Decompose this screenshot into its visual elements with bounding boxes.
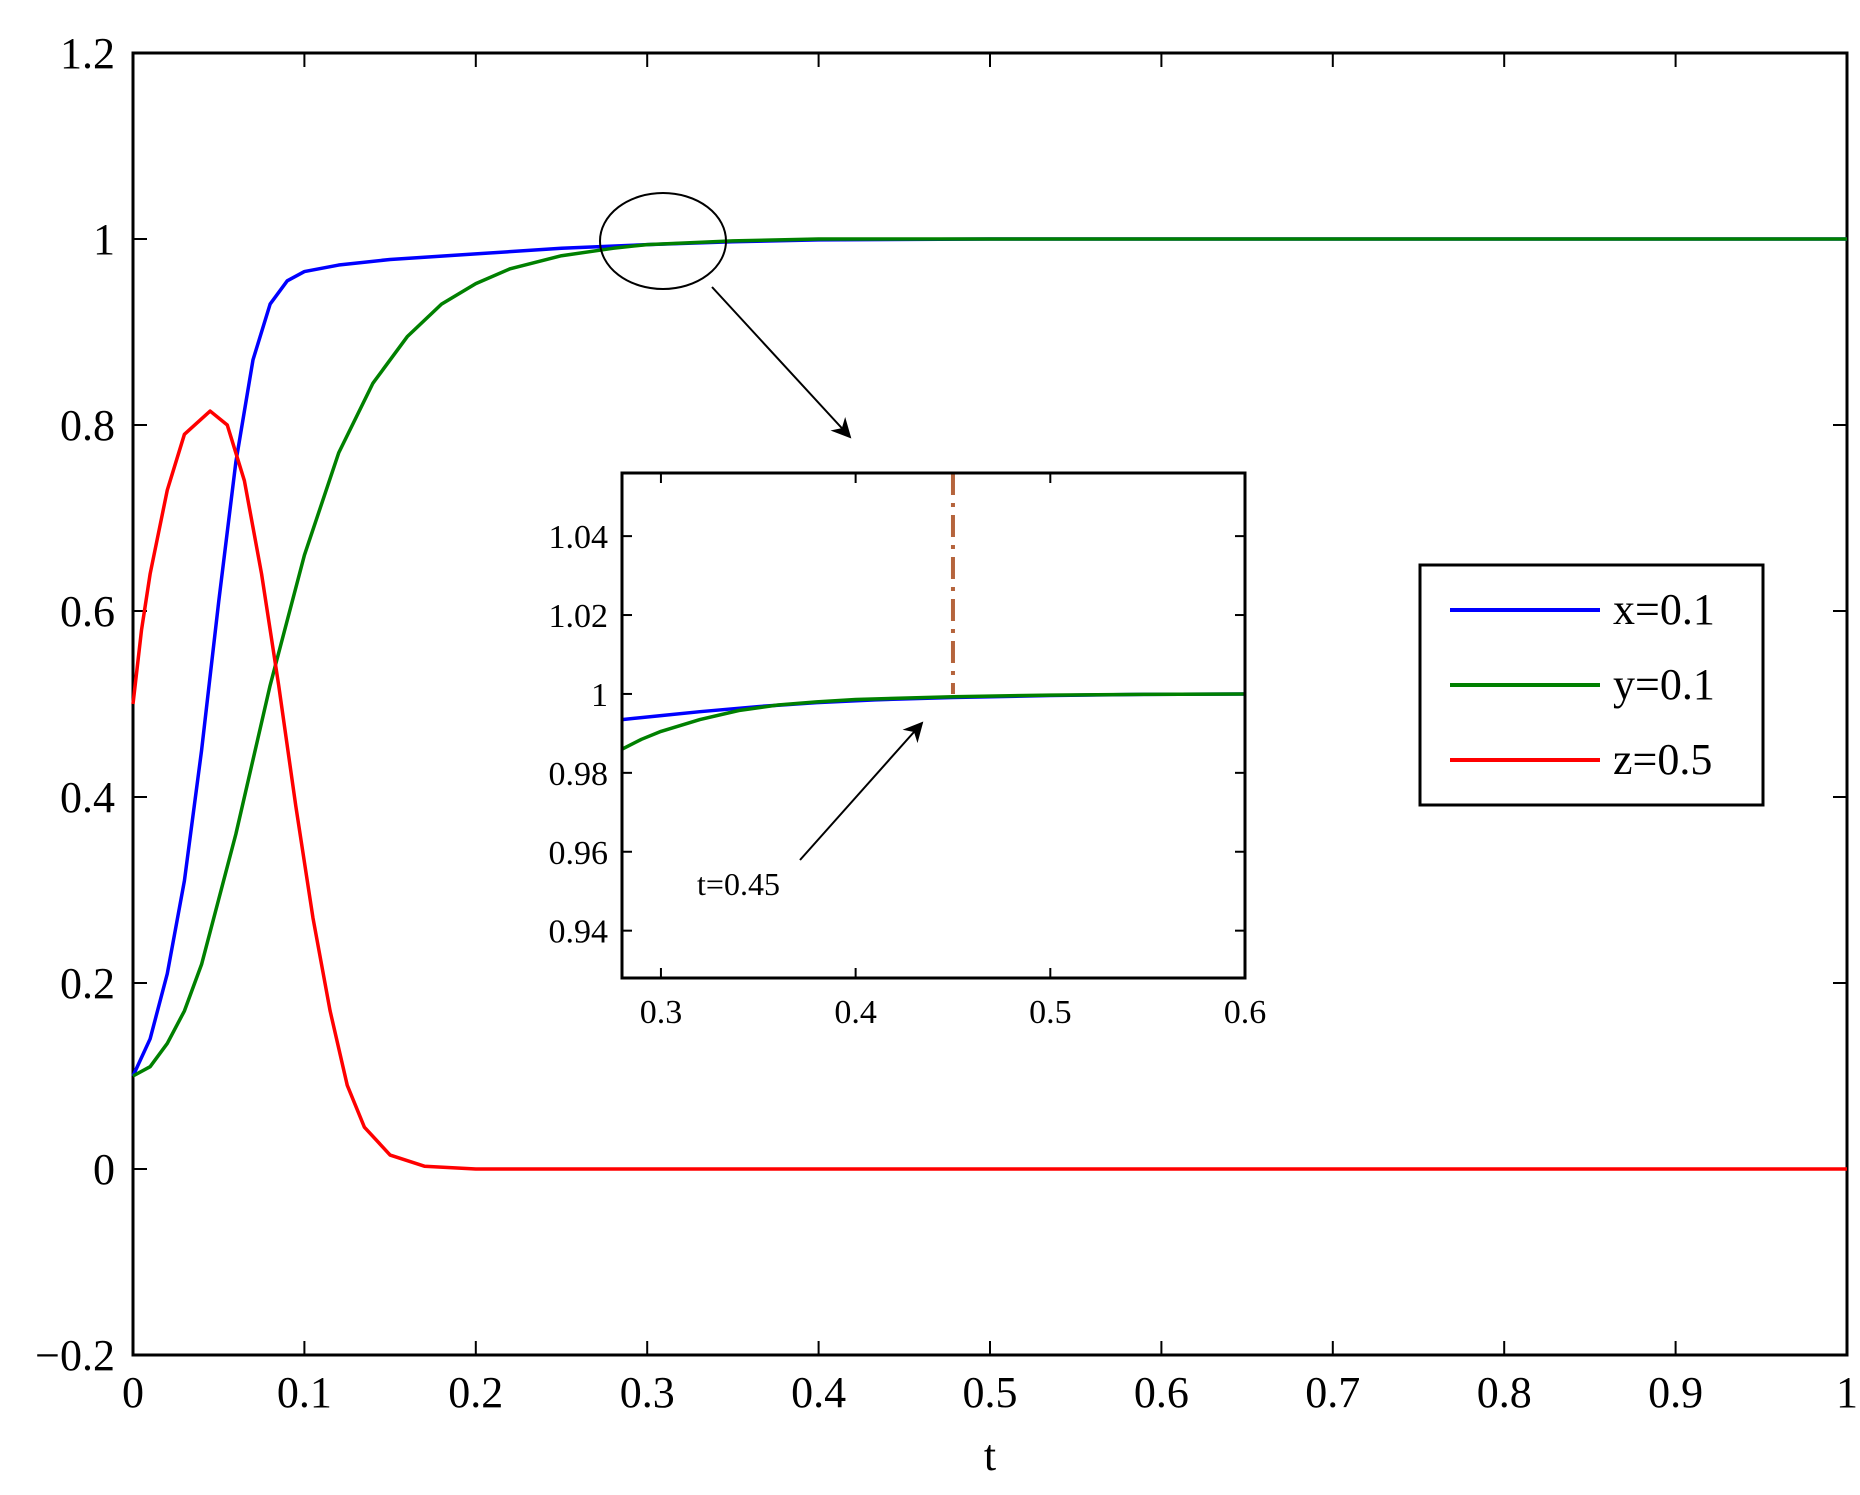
y-tick-label: 0.4 xyxy=(60,773,115,822)
zoom-arrow xyxy=(711,286,852,439)
zoom-highlight-ellipse xyxy=(599,192,727,290)
y-tick-label: 0.8 xyxy=(60,401,115,450)
x-tick-label: 0.1 xyxy=(277,1368,332,1417)
inset-annotation-label: t=0.45 xyxy=(697,866,780,902)
inset-axis-ticks: 0.3 0.4 0.5 0.6 0.94 0.96 0.98 1 1.02 1.04 xyxy=(549,473,1267,1031)
x-tick-label: 0 xyxy=(122,1368,144,1417)
inset-axes: 0.3 0.4 0.5 0.6 0.94 0.96 0.98 1 1.02 1.04 t=0.45 xyxy=(549,471,1267,1031)
y-tick-label: 0.98 xyxy=(549,756,609,793)
x-tick-label: 0.5 xyxy=(1029,994,1072,1031)
y-tick-label: −0.2 xyxy=(35,1331,115,1380)
legend-label-z: z=0.5 xyxy=(1613,735,1712,784)
x-tick-label: 0.3 xyxy=(620,1368,675,1417)
main-axes: 0 0.1 0.2 0.3 0.4 0.5 0.6 0.7 0.8 0.9 1−0.200.20.4… xyxy=(35,29,1858,1480)
x-tick-label: 0.6 xyxy=(1224,994,1267,1031)
legend-label-x: x=0.1 xyxy=(1613,585,1715,634)
inset-series-group xyxy=(621,692,1246,751)
x-tick-label: 0.3 xyxy=(640,994,683,1031)
main-axis-ticks: 0 0.1 0.2 0.3 0.4 0.5 0.6 0.7 0.8 0.9 1−0.200.20.4… xyxy=(35,29,1858,1417)
x-tick-label: 0.2 xyxy=(448,1368,503,1417)
y-tick-label: 0.6 xyxy=(60,587,115,636)
y-tick-label: 0.94 xyxy=(549,914,609,951)
y-tick-label: 1.04 xyxy=(549,519,609,556)
y-tick-label: 0 xyxy=(93,1145,115,1194)
legend-label-y: y=0.1 xyxy=(1613,660,1715,709)
x-tick-label: 0.6 xyxy=(1134,1368,1189,1417)
series-line-y=0.1 xyxy=(132,237,1847,1078)
x-tick-label: 0.5 xyxy=(963,1368,1018,1417)
x-tick-label: 0.4 xyxy=(791,1368,846,1417)
y-tick-label: 0.2 xyxy=(60,959,115,1008)
series-line-y=0.1 xyxy=(621,692,1246,751)
x-axis-label: t xyxy=(984,1431,996,1480)
x-tick-label: 0.9 xyxy=(1648,1368,1703,1417)
inset-background xyxy=(622,473,1245,978)
series-line-z=0.5 xyxy=(131,409,1847,1171)
y-tick-label: 1.02 xyxy=(549,598,609,635)
y-tick-label: 0.96 xyxy=(549,835,609,872)
inset-plot-frame xyxy=(620,471,1247,980)
x-tick-label: 1 xyxy=(1836,1368,1858,1417)
y-tick-label: 1.2 xyxy=(60,29,115,78)
y-tick-label: 1 xyxy=(591,677,608,714)
x-tick-label: 0.8 xyxy=(1477,1368,1532,1417)
legend: x=0.1 y=0.1 z=0.5 xyxy=(1418,563,1765,807)
y-tick-label: 1 xyxy=(93,215,115,264)
x-tick-label: 0.4 xyxy=(834,994,877,1031)
x-tick-label: 0.7 xyxy=(1305,1368,1360,1417)
inset-annotation-arrow xyxy=(799,721,924,861)
main-series-group xyxy=(131,237,1847,1171)
